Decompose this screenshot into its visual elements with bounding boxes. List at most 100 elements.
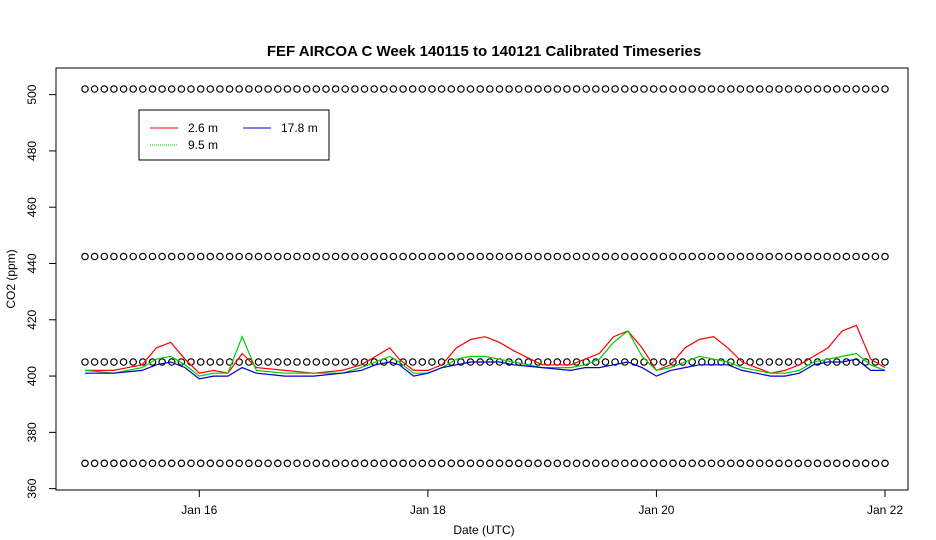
reference-marker bbox=[158, 85, 166, 93]
reference-marker bbox=[177, 459, 186, 468]
reference-marker bbox=[582, 252, 591, 261]
reference-marker bbox=[379, 459, 388, 468]
reference-marker bbox=[360, 85, 369, 93]
reference-marker bbox=[823, 252, 832, 261]
reference-marker bbox=[148, 358, 157, 366]
reference-marker bbox=[273, 85, 282, 93]
reference-marker bbox=[408, 358, 417, 366]
reference-marker bbox=[418, 252, 427, 261]
reference-marker bbox=[225, 459, 234, 468]
reference-marker bbox=[717, 85, 725, 93]
reference-marker bbox=[804, 252, 812, 261]
reference-marker bbox=[620, 459, 629, 468]
reference-marker bbox=[842, 459, 851, 468]
y-tick-label: 360 bbox=[25, 478, 39, 498]
reference-marker bbox=[476, 459, 485, 468]
reference-marker bbox=[794, 252, 803, 261]
reference-marker bbox=[408, 459, 417, 468]
reference-marker bbox=[139, 459, 147, 468]
reference-marker bbox=[148, 85, 157, 93]
plot-frame bbox=[55, 67, 909, 491]
reference-marker bbox=[254, 252, 263, 261]
reference-marker bbox=[187, 85, 195, 93]
reference-marker bbox=[524, 252, 533, 261]
reference-marker bbox=[524, 85, 533, 93]
reference-marker bbox=[505, 459, 513, 468]
x-axis-label: Date (UTC) bbox=[453, 523, 514, 537]
reference-marker bbox=[312, 459, 321, 468]
reference-marker bbox=[775, 459, 783, 468]
reference-marker bbox=[139, 252, 147, 261]
reference-marker bbox=[485, 459, 494, 468]
reference-marker bbox=[360, 358, 369, 366]
reference-marker bbox=[389, 252, 398, 261]
x-tick-label: Jan 16 bbox=[181, 503, 217, 517]
reference-marker bbox=[794, 459, 803, 468]
reference-marker bbox=[688, 85, 697, 93]
reference-marker bbox=[196, 358, 205, 366]
reference-marker bbox=[457, 252, 465, 261]
reference-marker bbox=[187, 459, 195, 468]
reference-marker bbox=[90, 358, 99, 366]
reference-marker bbox=[765, 459, 774, 468]
reference-marker bbox=[582, 85, 591, 93]
reference-marker bbox=[457, 85, 465, 93]
reference-marker bbox=[196, 252, 205, 261]
reference-marker bbox=[245, 252, 253, 261]
reference-marker bbox=[206, 459, 215, 468]
reference-marker bbox=[312, 252, 321, 261]
reference-marker bbox=[129, 358, 138, 366]
reference-marker bbox=[543, 85, 552, 93]
reference-marker bbox=[746, 252, 754, 261]
y-tick-label: 480 bbox=[25, 141, 39, 161]
reference-marker bbox=[601, 252, 610, 261]
reference-marker bbox=[726, 85, 735, 93]
reference-marker bbox=[852, 252, 860, 261]
reference-marker bbox=[312, 358, 321, 366]
reference-marker bbox=[466, 85, 475, 93]
reference-marker bbox=[582, 459, 591, 468]
series-lines bbox=[84, 324, 886, 380]
reference-marker bbox=[110, 85, 118, 93]
reference-marker bbox=[100, 358, 109, 366]
reference-marker bbox=[331, 252, 340, 261]
reference-marker bbox=[505, 252, 513, 261]
reference-marker bbox=[302, 459, 311, 468]
reference-marker bbox=[293, 252, 301, 261]
reference-marker bbox=[736, 85, 745, 93]
series-line-17-8-m bbox=[85, 358, 885, 380]
reference-marker bbox=[649, 85, 658, 93]
reference-marker bbox=[437, 252, 446, 261]
reference-marker bbox=[399, 85, 407, 93]
reference-marker bbox=[302, 252, 311, 261]
reference-marker bbox=[755, 85, 764, 93]
reference-marker bbox=[630, 85, 639, 93]
reference-marker bbox=[428, 85, 436, 93]
reference-marker bbox=[553, 459, 562, 468]
reference-marker bbox=[871, 252, 880, 261]
reference-marker bbox=[543, 459, 552, 468]
reference-marker bbox=[245, 459, 253, 468]
reference-marker bbox=[254, 459, 263, 468]
reference-marker bbox=[273, 459, 282, 468]
reference-marker bbox=[447, 252, 456, 261]
reference-marker bbox=[90, 252, 99, 261]
reference-marker bbox=[167, 252, 176, 261]
reference-marker bbox=[755, 459, 764, 468]
reference-marker bbox=[177, 85, 186, 93]
reference-marker bbox=[283, 252, 292, 261]
legend: 2.6 m 9.5 m 17.8 m bbox=[138, 109, 330, 161]
reference-marker bbox=[273, 358, 282, 366]
reference-marker bbox=[534, 85, 542, 93]
reference-marker bbox=[447, 459, 456, 468]
reference-marker bbox=[726, 252, 735, 261]
reference-marker bbox=[264, 358, 272, 366]
reference-marker bbox=[620, 85, 629, 93]
series-line-2-6-m bbox=[85, 324, 886, 374]
reference-marker bbox=[148, 252, 157, 261]
reference-marker bbox=[611, 252, 619, 261]
reference-marker bbox=[389, 459, 398, 468]
reference-marker bbox=[736, 459, 745, 468]
reference-marker bbox=[591, 459, 600, 468]
reference-marker bbox=[765, 85, 774, 93]
